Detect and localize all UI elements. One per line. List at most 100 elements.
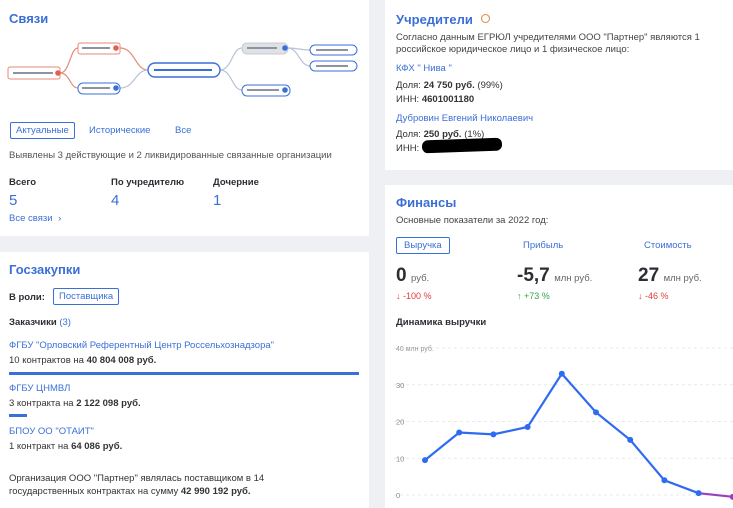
- graph-node[interactable]: [241, 42, 289, 55]
- customer-1-contracts: 10 контрактов на 40 804 008 руб.: [9, 355, 156, 366]
- founders-note-line1: Согласно данным ЕГРЮЛ учредителями ООО "…: [396, 32, 700, 43]
- revenue-point: [593, 409, 599, 416]
- metric-revenue-value: 0: [396, 265, 407, 286]
- stat-sub-label: Дочерние: [213, 177, 259, 188]
- metric-profit-change: ↑ +73 %: [517, 291, 550, 301]
- metric-cost-unit: млн руб.: [663, 273, 702, 284]
- metric-cost-change: ↓ -46 %: [638, 291, 669, 301]
- tab-profit[interactable]: Прибыль: [523, 240, 564, 251]
- founder-1-name[interactable]: КФХ " Нива ": [396, 63, 452, 74]
- customer-2-contracts: 3 контракта на 2 122 098 руб.: [9, 398, 141, 409]
- founder-1-share-label: Доля:: [396, 80, 421, 91]
- tab-cost[interactable]: Стоимость: [644, 240, 692, 251]
- all-links-link[interactable]: Все связи ›: [9, 213, 61, 224]
- arrow-down-icon: ↓: [638, 291, 643, 301]
- stat-sub-value[interactable]: 1: [213, 192, 222, 209]
- info-icon[interactable]: [481, 14, 491, 23]
- customers-header: Заказчики (3): [9, 317, 71, 328]
- metric-profit-change-value: +73 %: [524, 291, 550, 301]
- tab-revenue[interactable]: Выручка: [396, 237, 450, 254]
- customer-1-prefix: 10 контрактов на: [9, 355, 84, 366]
- founders-title: Учредители: [396, 12, 473, 27]
- founder-2-share: Доля: 250 руб. (1%): [396, 129, 484, 140]
- arrow-down-icon: ↓: [396, 291, 401, 301]
- customer-3-prefix: 1 контракт на: [9, 441, 69, 452]
- customers-label: Заказчики: [9, 317, 57, 328]
- graph-node[interactable]: [241, 84, 291, 97]
- customer-2-amount: 2 122 098 руб.: [76, 398, 141, 409]
- founders-header: Учредители: [396, 11, 491, 29]
- footer-prefix: государственных контрактах на сумму: [9, 486, 179, 497]
- customers-count[interactable]: (3): [59, 317, 71, 328]
- revenue-point: [627, 436, 634, 443]
- tab-actual[interactable]: Актуальные: [10, 122, 75, 139]
- role-label: В роли:: [9, 292, 45, 303]
- metric-revenue-change-value: -100 %: [403, 291, 432, 301]
- revenue-chart[interactable]: 40 млн руб. 0 10 20 30: [385, 338, 733, 508]
- customer-3-amount: 64 086 руб.: [71, 441, 123, 452]
- founder-1-share-value: 24 750 руб.: [423, 80, 475, 91]
- redaction-mark: [421, 137, 503, 154]
- graph-node[interactable]: [309, 44, 358, 56]
- revenue-point: [661, 477, 668, 484]
- y-unit-label: 40 млн руб.: [396, 345, 434, 353]
- customer-2-name[interactable]: ФГБУ ЦНМВЛ: [9, 383, 71, 394]
- customer-1-name[interactable]: ФГБУ "Орловский Референтный Центр Россел…: [9, 340, 275, 351]
- revenue-line: [424, 371, 699, 495]
- revenue-line-tail: [698, 492, 733, 498]
- tab-historical[interactable]: Исторические: [89, 125, 151, 136]
- metric-profit[interactable]: -5,7 млн руб.: [517, 265, 592, 287]
- arrow-up-icon: ↑: [517, 291, 522, 301]
- customer-2-prefix: 3 контракта на: [9, 398, 74, 409]
- stat-total-value[interactable]: 5: [9, 192, 18, 209]
- all-links-label: Все связи: [9, 213, 53, 224]
- founders-card: Учредители Согласно данным ЕГРЮЛ учредит…: [385, 0, 733, 170]
- tab-all[interactable]: Все: [175, 125, 192, 136]
- metric-revenue-change: ↓ -100 %: [396, 291, 432, 301]
- revenue-point: [422, 457, 428, 464]
- founder-1-inn: ИНН: 4601001180: [396, 94, 474, 105]
- metric-cost-change-value: -46 %: [645, 291, 669, 301]
- links-card: Связи: [0, 0, 369, 236]
- customer-3-name[interactable]: БПОУ ОО "ОТАИТ": [9, 426, 94, 437]
- graph-node[interactable]: [309, 60, 358, 72]
- y-tick-label: 10: [396, 454, 404, 463]
- finance-title: Финансы: [396, 195, 457, 210]
- graph-center-node[interactable]: [147, 62, 221, 78]
- y-tick-label: 0: [396, 491, 400, 500]
- founder-2-inn-label: ИНН:: [396, 143, 420, 154]
- revenue-point: [524, 424, 531, 431]
- metric-revenue-unit: руб.: [411, 273, 430, 284]
- y-tick-label: 20: [396, 418, 404, 427]
- revenue-point: [456, 429, 463, 436]
- finance-subtitle: Основные показатели за 2022 год:: [396, 215, 549, 226]
- graph-node[interactable]: [77, 82, 121, 95]
- metric-cost[interactable]: 27 млн руб.: [638, 265, 702, 287]
- stat-total-label: Всего: [9, 177, 37, 188]
- customer-3-contracts: 1 контракт на 64 086 руб.: [9, 441, 122, 452]
- revenue-point: [695, 490, 702, 497]
- graph-node[interactable]: [77, 42, 121, 55]
- procurement-card: Госзакупки В роли: Поставщика Заказчики …: [0, 252, 369, 508]
- founder-2-share-pct: (1%): [464, 129, 485, 140]
- chevron-right-icon: ›: [58, 213, 62, 224]
- revenue-point: [490, 431, 497, 438]
- founder-2-name[interactable]: Дубровин Евгений Николаевич: [396, 113, 534, 124]
- founder-2-inn: ИНН:: [396, 143, 419, 154]
- role-supplier-button[interactable]: Поставщика: [53, 288, 120, 305]
- founder-1-inn-label: ИНН:: [396, 94, 420, 105]
- metric-revenue[interactable]: 0 руб.: [396, 265, 429, 287]
- founder-2-share-value: 250 руб.: [423, 129, 462, 140]
- customer-1-bar: [9, 372, 359, 375]
- customer-1-amount: 40 804 008 руб.: [86, 355, 157, 366]
- stat-founder-value[interactable]: 4: [111, 192, 120, 209]
- y-tick-label: 30: [396, 381, 404, 390]
- graph-node[interactable]: [7, 66, 61, 80]
- metric-cost-value: 27: [638, 265, 660, 286]
- links-graph[interactable]: [0, 30, 369, 140]
- stat-founder-label: По учредителю: [111, 177, 185, 188]
- founder-1-inn-value: 4601001180: [421, 94, 475, 105]
- founder-2-share-label: Доля:: [396, 129, 421, 140]
- procurement-footer-line1: Организация ООО "Партнер" являлась поста…: [9, 473, 265, 484]
- links-title: Связи: [9, 11, 49, 26]
